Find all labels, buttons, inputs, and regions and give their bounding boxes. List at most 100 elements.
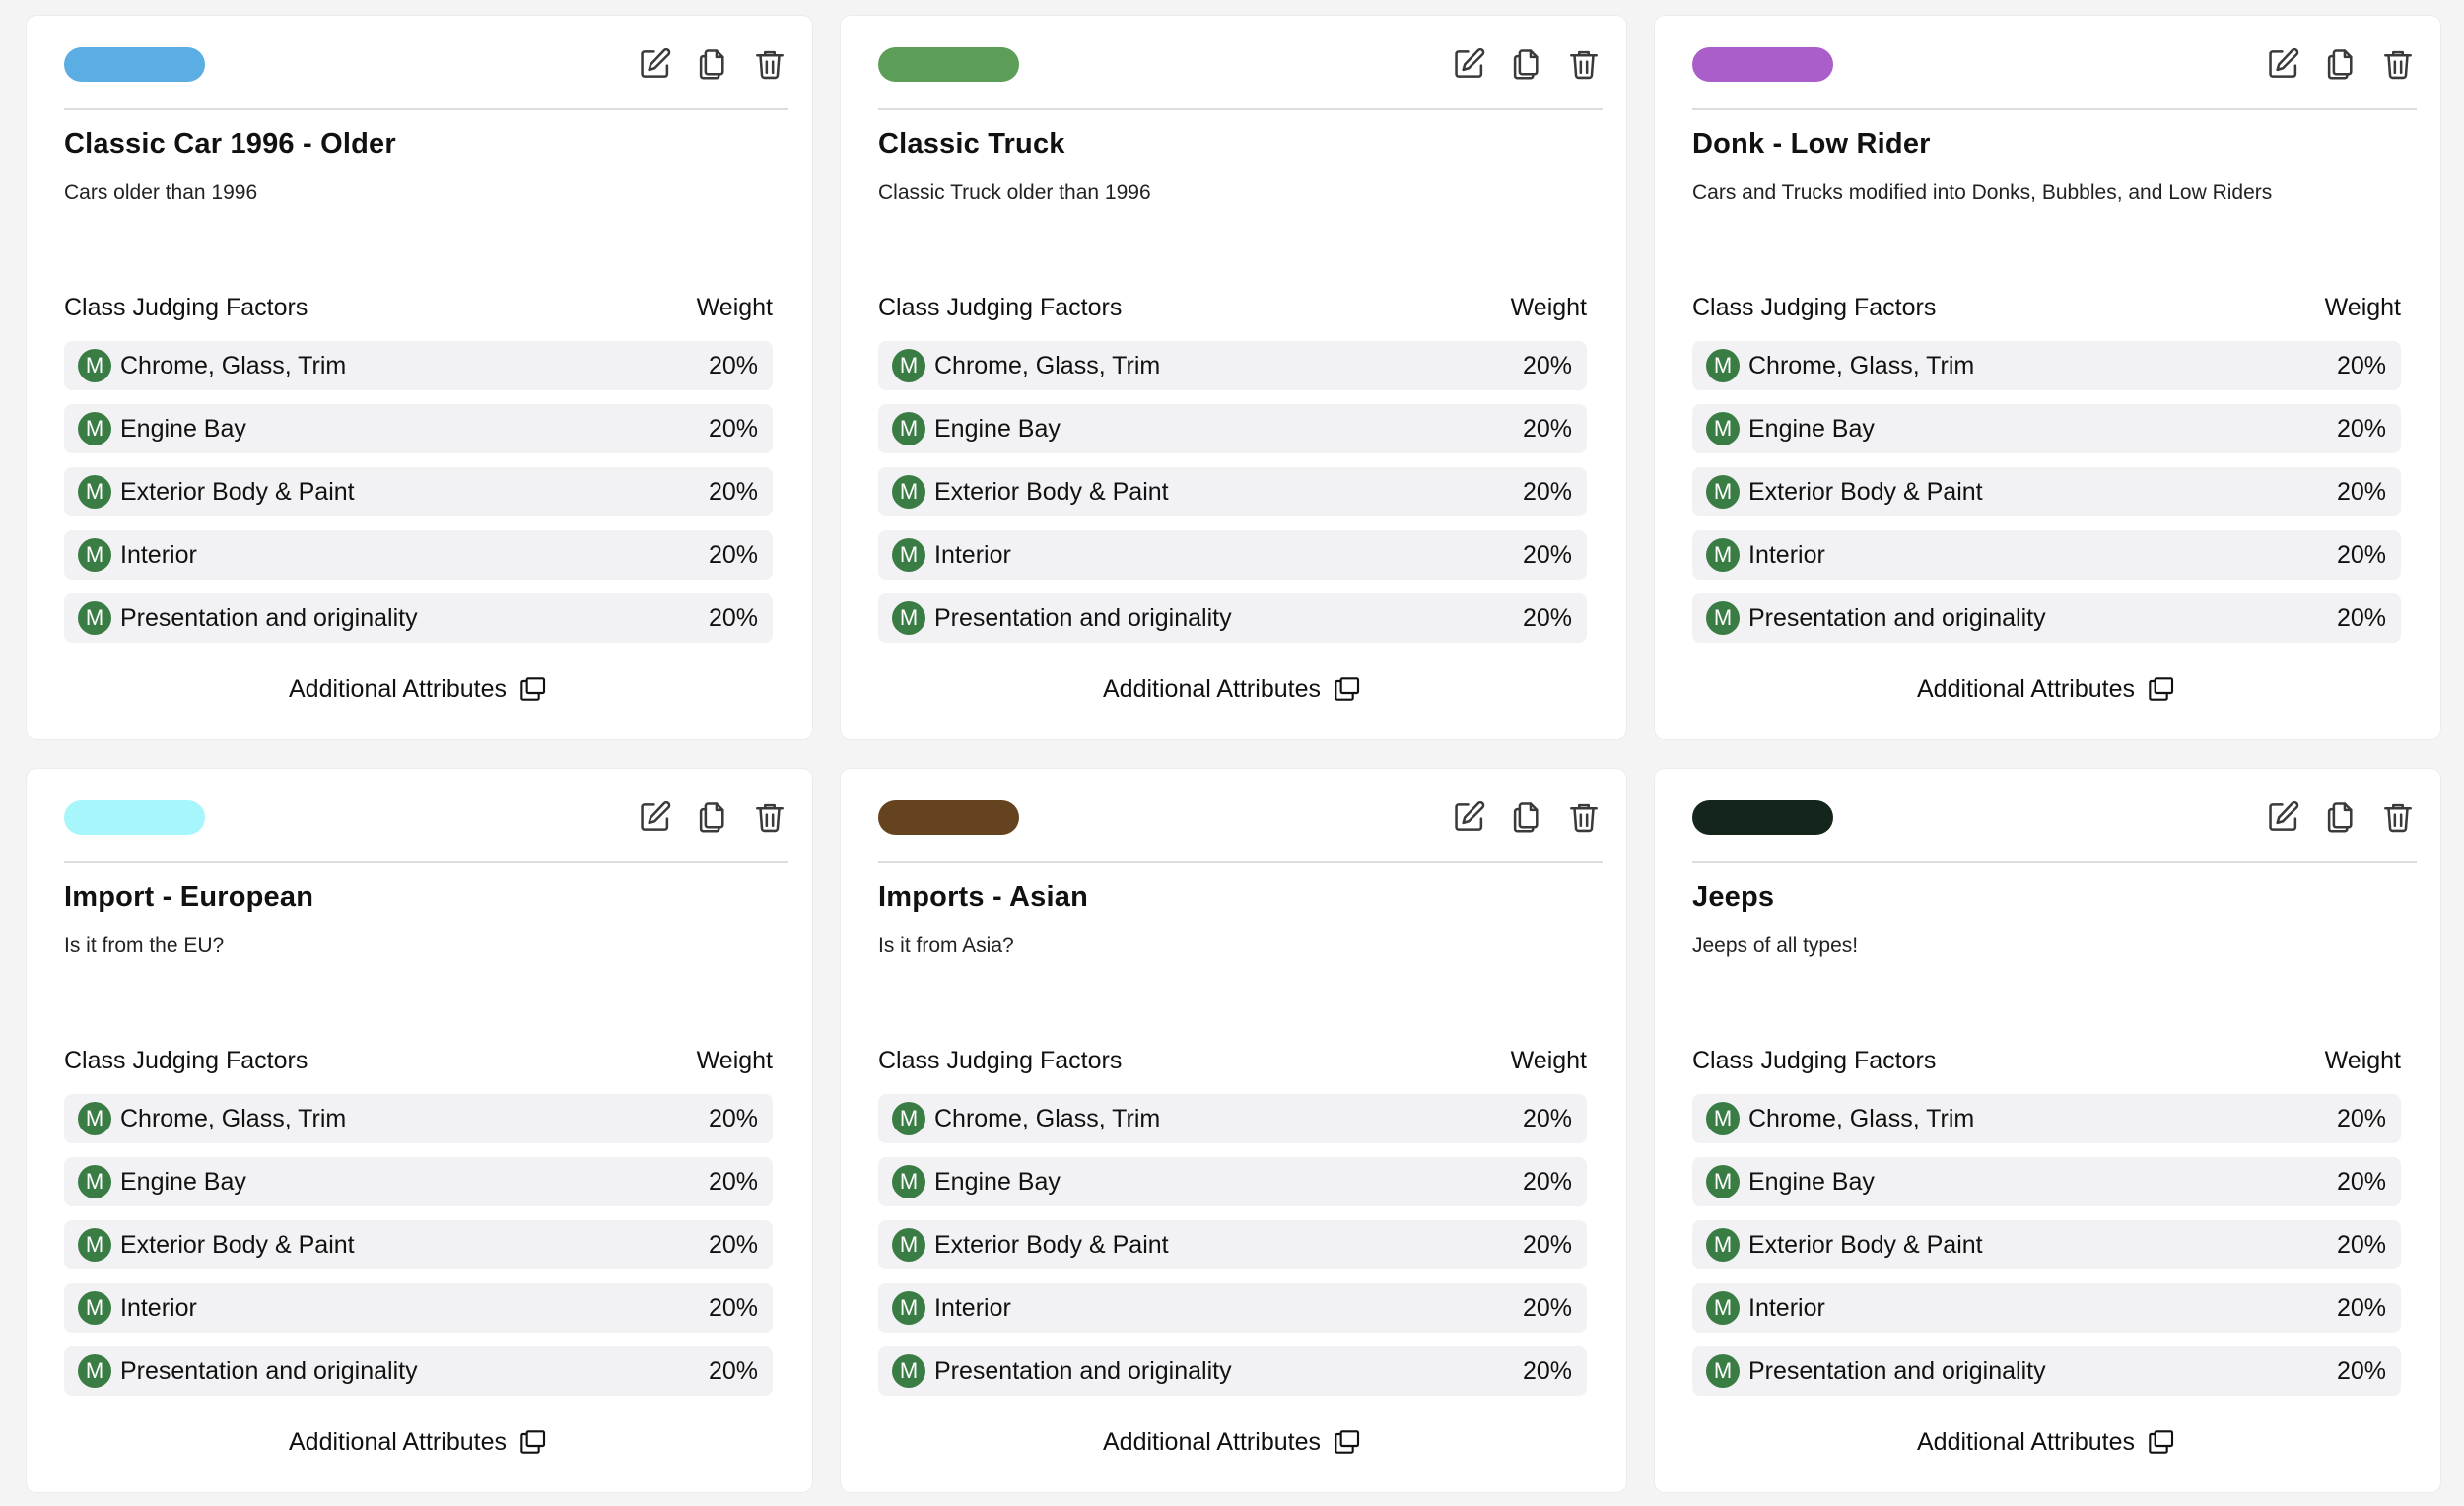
factor-badge: M [892, 412, 925, 445]
factor-name: Presentation and originality [1748, 603, 2046, 632]
additional-attributes-button[interactable]: Additional Attributes [64, 672, 773, 706]
factor-name: Interior [1748, 540, 1825, 569]
copy-icon [1513, 802, 1539, 833]
additional-attributes-label: Additional Attributes [1917, 674, 2135, 703]
factor-name: Exterior Body & Paint [120, 1230, 355, 1259]
class-description: Classic Truck older than 1996 [878, 181, 1151, 204]
factor-badge: M [892, 1291, 925, 1325]
duplicate-button[interactable] [694, 798, 731, 836]
factor-name: Chrome, Glass, Trim [934, 351, 1161, 379]
edit-button[interactable] [1451, 798, 1488, 836]
factor-row: M Chrome, Glass, Trim 20% [64, 341, 773, 390]
factors-header-row: Class Judging Factors Weight [64, 294, 773, 322]
factors-header: Class Judging Factors [64, 1047, 308, 1074]
factor-weight: 20% [708, 414, 758, 443]
factor-weight: 20% [2336, 603, 2386, 632]
additional-attributes-button[interactable]: Additional Attributes [878, 1425, 1587, 1459]
delete-button[interactable] [2379, 798, 2417, 836]
factors-header-row: Class Judging Factors Weight [878, 294, 1587, 322]
factor-weight: 20% [1522, 540, 1572, 569]
edit-icon [641, 800, 671, 831]
duplicate-button[interactable] [1508, 798, 1545, 836]
delete-button[interactable] [2379, 45, 2417, 83]
factor-list: M Chrome, Glass, Trim 20% M Engine Bay 2… [1692, 341, 2401, 656]
class-color-pill [1692, 47, 1833, 82]
edit-button[interactable] [1451, 45, 1488, 83]
factor-row: M Interior 20% [64, 1283, 773, 1333]
additional-attributes-button[interactable]: Additional Attributes [878, 672, 1587, 706]
factor-name: Interior [1748, 1293, 1825, 1322]
factor-badge: M [892, 1228, 925, 1262]
factor-row: M Exterior Body & Paint 20% [64, 467, 773, 516]
factor-weight: 20% [708, 1230, 758, 1259]
factor-row: M Interior 20% [1692, 530, 2401, 580]
edit-button[interactable] [2265, 45, 2302, 83]
factors-header: Class Judging Factors [64, 294, 308, 321]
factor-weight: 20% [2336, 1293, 2386, 1322]
factor-badge: M [1706, 475, 1740, 509]
factor-row: M Exterior Body & Paint 20% [1692, 467, 2401, 516]
factor-row: M Presentation and originality 20% [878, 1346, 1587, 1396]
factor-row: M Exterior Body & Paint 20% [64, 1220, 773, 1269]
edit-button[interactable] [637, 798, 674, 836]
factor-weight: 20% [1522, 414, 1572, 443]
factor-weight: 20% [2336, 540, 2386, 569]
factor-name: Presentation and originality [1748, 1356, 2046, 1385]
factor-badge: M [78, 412, 111, 445]
class-color-pill [878, 47, 1019, 82]
duplicate-button[interactable] [1508, 45, 1545, 83]
factor-row: M Engine Bay 20% [878, 1157, 1587, 1206]
additional-attributes-button[interactable]: Additional Attributes [64, 1425, 773, 1459]
factor-row: M Engine Bay 20% [878, 404, 1587, 453]
factor-weight: 20% [1522, 351, 1572, 379]
card-actions [637, 798, 788, 836]
factor-weight: 20% [708, 1104, 758, 1132]
factor-badge: M [1706, 1102, 1740, 1135]
weight-header: Weight [696, 1047, 773, 1074]
additional-attributes-button[interactable]: Additional Attributes [1692, 1425, 2401, 1459]
open-window-icon [1335, 677, 1360, 701]
card-divider [1692, 108, 2417, 110]
factor-row: M Interior 20% [64, 530, 773, 580]
edit-icon [2269, 800, 2299, 831]
additional-attributes-button[interactable]: Additional Attributes [1692, 672, 2401, 706]
duplicate-button[interactable] [2322, 45, 2360, 83]
edit-icon [641, 47, 671, 78]
factor-name: Chrome, Glass, Trim [120, 1104, 347, 1132]
factor-row: M Chrome, Glass, Trim 20% [1692, 341, 2401, 390]
factors-header: Class Judging Factors [1692, 1047, 1937, 1074]
class-card: Import - European Is it from the EU? Cla… [27, 769, 812, 1492]
delete-button[interactable] [751, 798, 788, 836]
factor-badge: M [78, 1291, 111, 1325]
edit-button[interactable] [2265, 798, 2302, 836]
card-content: Import - European Is it from the EU? Cla… [64, 769, 788, 1492]
class-color-pill [878, 800, 1019, 835]
class-title: Classic Truck [878, 128, 1065, 160]
factor-weight: 20% [1522, 1293, 1572, 1322]
duplicate-button[interactable] [2322, 798, 2360, 836]
factors-header-row: Class Judging Factors Weight [64, 1047, 773, 1075]
duplicate-button[interactable] [694, 45, 731, 83]
factor-weight: 20% [2336, 1167, 2386, 1196]
factor-row: M Interior 20% [1692, 1283, 2401, 1333]
class-title: Imports - Asian [878, 881, 1089, 913]
factor-badge: M [1706, 1165, 1740, 1198]
factor-weight: 20% [708, 1167, 758, 1196]
edit-button[interactable] [637, 45, 674, 83]
factor-badge: M [1706, 1291, 1740, 1325]
delete-button[interactable] [1565, 798, 1603, 836]
factor-name: Engine Bay [120, 414, 246, 443]
factor-name: Chrome, Glass, Trim [120, 351, 347, 379]
factor-list: M Chrome, Glass, Trim 20% M Engine Bay 2… [64, 341, 773, 656]
delete-button[interactable] [751, 45, 788, 83]
factor-badge: M [78, 538, 111, 572]
additional-attributes-label: Additional Attributes [1917, 1427, 2135, 1456]
factor-row: M Engine Bay 20% [1692, 1157, 2401, 1206]
factor-badge: M [1706, 1228, 1740, 1262]
trash-icon [1570, 803, 1598, 833]
trash-icon [2384, 803, 2412, 833]
factor-row: M Engine Bay 20% [64, 1157, 773, 1206]
trash-icon [1570, 50, 1598, 80]
delete-button[interactable] [1565, 45, 1603, 83]
open-window-icon [2149, 677, 2174, 701]
